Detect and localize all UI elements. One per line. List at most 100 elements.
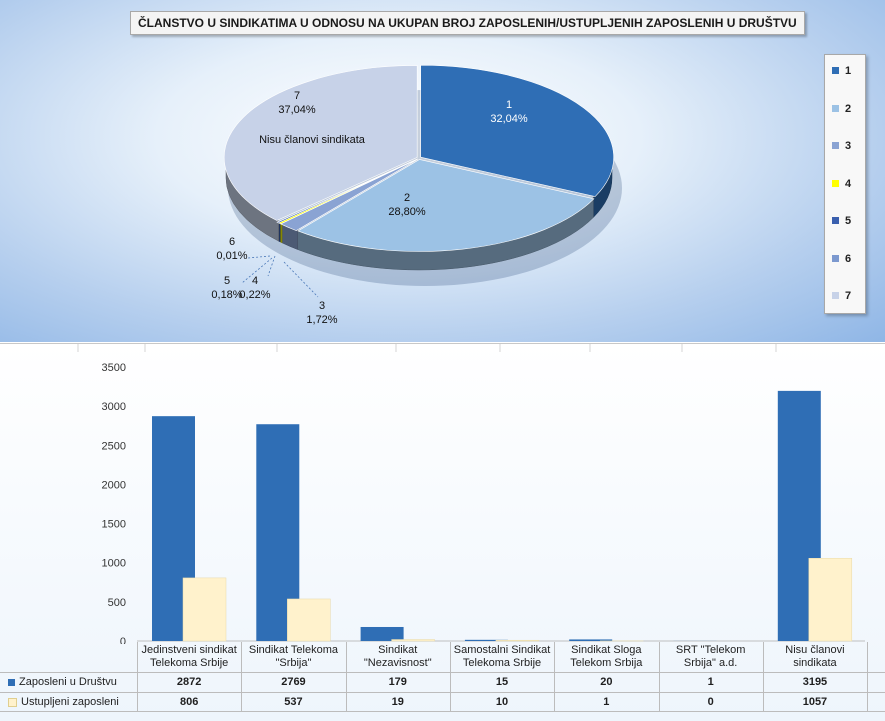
pie-data-labels: 1 32,04% 2 28,80% 3 1,72% 4 0,22% 5 0,18% 6 0,01% 7 3…	[211, 90, 527, 326]
pie-leader-line-5	[241, 257, 273, 284]
pie-label-pct-3: 1,72%	[306, 314, 337, 326]
category-label-line: Telekoma Srbije	[462, 657, 542, 669]
table-category-label: Nisu članovi sindikata	[763, 642, 867, 672]
table-value-cell: 1057	[802, 695, 828, 708]
y-tick-label: 3000	[102, 401, 126, 413]
pie-legend-label: 2	[845, 102, 852, 115]
pie-legend-label: 1	[845, 65, 852, 77]
table-value-cell: 0	[707, 695, 714, 708]
table-value-cell: 179	[388, 675, 407, 688]
pie-legend-label: 3	[845, 140, 852, 152]
table-gridline	[241, 642, 243, 712]
pie-legend-swatch	[832, 142, 839, 149]
pie-label-pct-5: 0,18%	[211, 289, 242, 301]
y-tick-label: 1000	[102, 558, 126, 570]
pie-label-name-2: 2	[404, 192, 410, 204]
pie-chart: 1 32,04% 2 28,80% 3 1,72% 4 0,22% 5 0,18% 6 0,01% 7 3…	[211, 64, 622, 326]
bar-ustupljeni-4	[495, 639, 540, 642]
table-category-label: Sindikat Telekoma "Srbija"	[241, 642, 345, 672]
table-value-cell: 19	[391, 695, 404, 708]
pie-slice-7	[223, 65, 418, 221]
pie-legend-label: 6	[845, 252, 852, 265]
pie-legend-swatch	[832, 104, 839, 112]
bar-ustupljeni-7	[808, 558, 853, 642]
panel-divider	[0, 343, 885, 344]
table-gridline	[867, 642, 869, 712]
bar-zaposleni-4	[464, 639, 508, 641]
y-tick-label: 2000	[102, 479, 126, 491]
category-label-line: Nisu članovi	[785, 644, 845, 656]
pie-chart-title: ČLANSTVO U SINDIKATIMA U ODNOSU NA UKUPA…	[130, 11, 805, 35]
bar-ustupljeni-1	[182, 577, 227, 642]
table-gridline	[449, 642, 451, 712]
table-gridline	[137, 642, 138, 712]
pie-label-pct-7: 37,04%	[278, 104, 316, 116]
pie-leader-line-3	[283, 261, 319, 298]
pie-side-walls	[225, 157, 613, 271]
pie-label-pct-1: 32,04%	[490, 113, 528, 125]
pie-slice-1	[420, 64, 614, 197]
pie-legend-swatch	[832, 254, 839, 262]
pie-slice-side-4	[279, 221, 283, 244]
pie-legend-label: 7	[845, 290, 852, 302]
pie-leader-line-4	[267, 255, 276, 277]
bar-ustupljeni-2	[287, 598, 331, 642]
y-tick-label: 500	[108, 597, 126, 609]
y-tick-label: 3500	[102, 362, 126, 374]
category-label-line: Telekoma Srbije	[150, 657, 229, 669]
pie-label-pct-2: 28,80%	[388, 206, 426, 218]
bar-chart: 0 500 1000 1500 2000 2500 3000 3500	[77, 344, 865, 644]
pie-legend: 1 2 3 4 5 6 7	[824, 54, 866, 314]
legend-key-swatch	[8, 678, 15, 686]
table-category-label: SRT "Telekom Srbija" a.d.	[659, 642, 763, 672]
pie-label-note-7: Nisu članovi sindikata	[259, 134, 366, 146]
table-value-cell: 806	[179, 695, 199, 708]
category-label-line: Telekom Srbija	[570, 657, 643, 669]
bar-top-separators	[77, 344, 777, 352]
bar-zaposleni-3	[360, 626, 404, 641]
pie-label-name-4: 4	[252, 275, 258, 287]
table-value-cell: 1	[707, 675, 714, 688]
table-gridline	[0, 711, 885, 712]
table-row-header: Ustupljeni zaposleni	[0, 692, 137, 712]
table-value-cell: 15	[495, 675, 509, 688]
table-category-label: Jedinstveni sindikat Telekoma Srbije	[137, 642, 241, 672]
table-value-cell: 3195	[802, 675, 828, 688]
pie-label-name-6: 6	[229, 236, 235, 248]
pie-legend-label: 4	[845, 177, 852, 190]
category-label-line: Srbija" a.d.	[683, 657, 738, 669]
legend-key-label: Ustupljeni zaposleni	[21, 695, 119, 708]
category-label-line: sindikata	[793, 657, 837, 669]
y-tick-label: 2500	[102, 440, 126, 452]
table-category-label: Samostalni Sindikat Telekoma Srbije	[450, 642, 554, 672]
category-label-line: Sindikat Telekoma	[248, 644, 338, 656]
table-value-cell: 2769	[281, 675, 306, 688]
table-value-cell: 1	[603, 695, 610, 708]
pie-legend-swatch	[832, 179, 839, 187]
table-value-cell: 2872	[176, 675, 202, 688]
pie-label-name-7: 7	[294, 90, 300, 102]
pie-legend-swatch	[832, 67, 839, 74]
table-gridline	[0, 672, 885, 673]
pie-label-name-1: 1	[506, 99, 512, 111]
pie-slice-2	[297, 159, 595, 252]
bar-zaposleni-5	[569, 639, 613, 641]
table-gridline	[658, 642, 660, 712]
y-axis-ticks: 0 500 1000 1500 2000 2500 3000 3500	[102, 362, 126, 644]
bar-chart-panel: 0 500 1000 1500 2000 2500 3000 3500	[0, 344, 885, 721]
table-value-cell: 10	[495, 695, 509, 708]
category-label-line: "Srbija"	[275, 657, 312, 669]
category-label-line: Sindikat Sloga	[571, 644, 642, 656]
table-gridline	[762, 642, 764, 712]
y-tick-label: 0	[120, 636, 126, 644]
category-label-line: Samostalni Sindikat	[453, 644, 551, 656]
pie-legend-swatch	[832, 292, 839, 299]
legend-key-swatch	[8, 697, 17, 707]
data-table: Jedinstveni sindikat Telekoma Srbije Sindi…	[0, 642, 885, 721]
table-category-label: Sindikat "Nezavisnost"	[346, 642, 450, 672]
table-value-cell: 537	[284, 695, 303, 708]
category-label-line: Sindikat	[378, 644, 418, 656]
table-value-cell: 20	[600, 675, 613, 688]
table-gridline	[0, 692, 885, 693]
category-label-line: Jedinstveni sindikat	[141, 644, 237, 656]
